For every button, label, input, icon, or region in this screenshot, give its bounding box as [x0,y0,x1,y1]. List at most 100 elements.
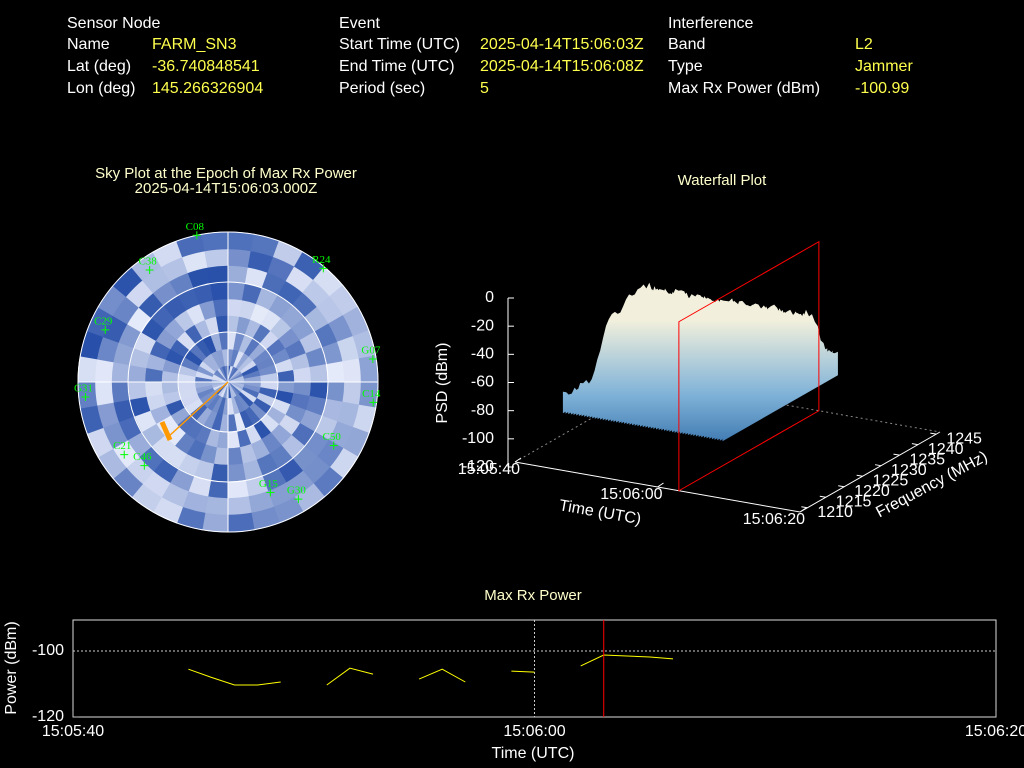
chart-subtitle: 2025-04-14T15:06:03.000Z [135,180,318,197]
satellite [120,450,129,459]
sky-cell [207,479,229,500]
y-tick-label: 1215 [836,493,872,510]
jammer-direction [167,381,229,438]
satellite-label: G15 [259,478,278,490]
sky-cell [94,358,114,383]
y-tick-label: 1220 [854,483,890,500]
x-tick-label: 15:06:20 [743,511,805,528]
sky-cell [94,381,114,406]
sky-cell [227,231,255,252]
z-tick-label: -100 [462,430,494,447]
info-label: Period (sec) [339,80,425,97]
x-tick-label: 15:06:00 [600,486,662,503]
satellite [101,325,110,334]
info-label: Type [668,58,703,75]
sky-cell [201,231,229,252]
sky-cell [227,496,252,516]
x-tick [514,457,522,463]
satellite [140,461,149,470]
y-tick-label: 1235 [909,451,945,468]
info-label: Lat (deg) [67,58,131,75]
chart-title: Sky Plot at the Epoch of Max Rx Power [95,165,357,182]
info-value: -36.740848541 [152,58,260,75]
sky-cell [204,248,229,268]
satellite-label: C21 [113,440,131,452]
info-label: Max Rx Power (dBm) [668,80,820,97]
info-value: FARM_SN3 [152,36,237,53]
z-axis-label: PSD (dBm) [434,343,451,424]
satellite [294,495,303,504]
sky-cell [144,381,163,398]
satellite [369,398,378,407]
sky-cell [227,512,255,533]
sky-cell [309,364,329,383]
sky-cell [342,381,362,406]
satellite [368,355,377,364]
sky-cell [210,281,229,301]
info-value: L2 [855,36,873,53]
x-tick-label: 15:06:00 [503,723,565,740]
content: Sensor Node Name FARM_SN3 Lat (deg) -36.7408… [3,15,1024,762]
sky-cell [293,366,312,383]
info-label: End Time (UTC) [339,58,455,75]
x-tick [799,507,807,513]
y-tick-label: 1210 [817,504,853,521]
sky-cell [207,264,229,285]
satellite [81,392,90,401]
info-label: Band [668,36,705,53]
y-tick-label: 1225 [873,472,909,489]
x-tick-label: 15:06:20 [965,723,1024,740]
sky-cell [227,264,249,285]
chart-title: Waterfall Plot [678,172,767,189]
satellite-label: G31 [74,383,93,395]
satellite-label: R24 [312,254,331,266]
y-tick [911,443,918,446]
info-value: 2025-04-14T15:06:08Z [480,58,644,75]
info-header: Interference [668,15,753,32]
satellite-label: C29 [94,315,113,327]
surface-strip [722,309,838,442]
sky-cell [227,479,249,500]
y-tick-label: -100 [32,642,64,659]
y-tick [874,464,882,467]
info-value: 2025-04-14T15:06:03Z [480,36,644,53]
z-tick-label: -60 [471,374,494,391]
y-tick [819,495,826,498]
info-value: 5 [480,80,489,97]
power-line [188,654,674,686]
satellite-label: C50 [323,431,342,443]
info-label: Lon (deg) [67,80,136,97]
chart-title: Max Rx Power [484,587,582,604]
sky-cell [77,355,98,383]
sky-cell [227,248,252,268]
satellite [329,441,338,450]
sky-cell [342,358,362,383]
info-label: Start Time (UTC) [339,36,460,53]
sky-cell [325,381,346,403]
jammer-track [159,420,173,442]
sky-cell [227,447,244,466]
satellite [145,266,154,275]
z-tick-label: -40 [471,346,494,363]
info-label: Name [67,36,110,53]
satellite [266,488,275,497]
z-tick-label: -20 [471,317,494,334]
y-tick [856,474,863,477]
y-tick-label: -120 [32,708,64,725]
sky-cell [358,355,379,383]
satellite [319,264,328,273]
y-tick [801,506,808,509]
satellite-label: C08 [186,221,205,233]
sky-cell [212,298,229,317]
info-value: 145.266326904 [152,80,263,97]
satellite [192,231,201,240]
x-tick [657,482,664,488]
sky-cell [110,361,131,383]
sky-cell [110,381,131,403]
sky-cell [204,496,229,516]
z-tick-label: -80 [471,402,494,419]
info-header: Sensor Node [67,15,160,32]
y-tick-label: 1240 [928,441,964,458]
